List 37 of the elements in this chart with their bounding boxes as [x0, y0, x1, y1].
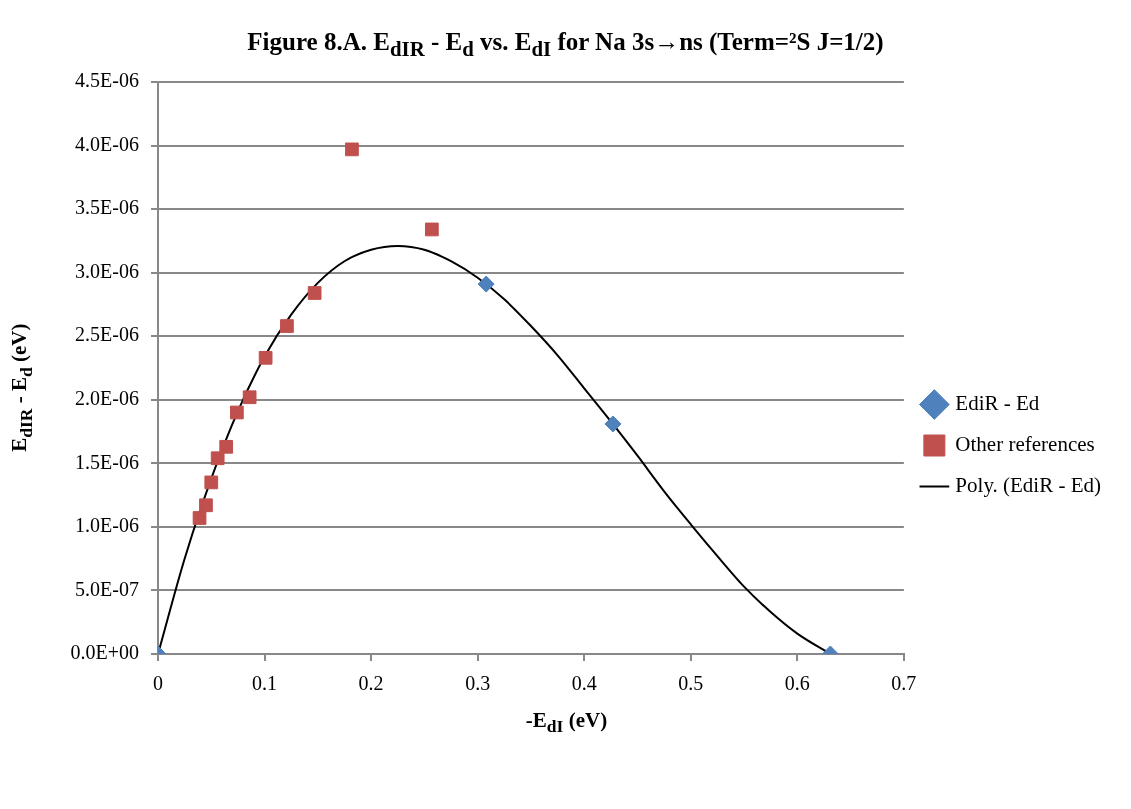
point [258, 350, 273, 365]
y-tick-label: 2.0E-06 [75, 387, 139, 410]
point [424, 222, 439, 237]
point [280, 319, 294, 333]
y-tick-label: 0.0E+00 [70, 641, 139, 664]
x-tick-label: 0 [153, 672, 163, 695]
x-tick-label: 0.2 [358, 672, 384, 695]
x-tick-label: 0.7 [891, 672, 917, 695]
y-tick-label: 3.5E-06 [75, 196, 139, 219]
x-tick-label: 0.5 [678, 672, 704, 695]
y-tick-label: 1.0E-06 [75, 514, 139, 537]
point [229, 405, 244, 420]
point [477, 275, 495, 293]
x-tick-label: 0.4 [571, 672, 597, 695]
chart-title: Figure 8.A. E$_{dIR}$ - E$_{d}$ vs. E$_{dI}$ for Na 3s→ns (Term=²S J=1/2) [246, 28, 885, 62]
y-tick-label: 4.5E-06 [75, 69, 139, 92]
y-tick-label: 2.5E-06 [75, 323, 139, 346]
legend-label: Poly. (EdiR - Ed) [955, 473, 1102, 498]
point [345, 142, 359, 157]
x-tick-label: 0.1 [252, 672, 278, 695]
x-tick-label: 0.6 [784, 672, 810, 695]
x-tick-label: 0.3 [465, 672, 491, 695]
point [307, 286, 322, 300]
point [192, 511, 207, 525]
y-tick-label: 4.0E-06 [75, 132, 139, 155]
y-tick-label: 5.0E-07 [75, 577, 139, 600]
y-tick-label: 3.0E-06 [75, 259, 139, 282]
point [219, 439, 234, 454]
point [604, 415, 622, 433]
legend-label: Other references [955, 432, 1095, 457]
legend-label: EdiR - Ed [955, 391, 1040, 416]
x-axis-title: -E$_{dI}$ (eV) [524, 708, 609, 738]
point [210, 451, 225, 466]
point [204, 475, 219, 490]
point [199, 498, 213, 513]
y-tick-label: 1.5E-06 [75, 450, 139, 473]
point [242, 390, 257, 405]
